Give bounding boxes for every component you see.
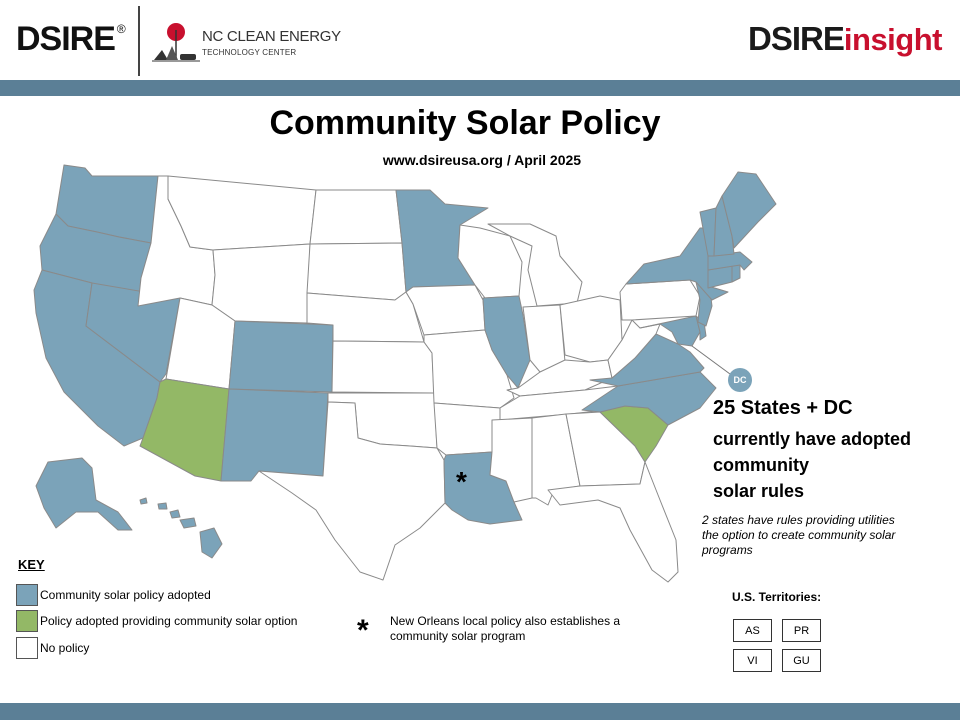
stat-headline: 25 States + DC xyxy=(713,397,853,419)
state-HI[interactable] xyxy=(139,497,223,559)
dc-leader-line xyxy=(691,345,731,375)
header: DSIRE ® NC CLEAN ENERGY TECHNOLOGY CENTER… xyxy=(0,0,960,80)
key-item-none: No policy xyxy=(16,637,89,659)
page-title: Community Solar Policy xyxy=(269,104,661,142)
state-MA[interactable] xyxy=(707,251,753,271)
key-item-adopted: Community solar policy adopted xyxy=(16,584,211,606)
territory-as[interactable]: AS xyxy=(733,619,772,642)
state-OH[interactable] xyxy=(559,295,623,363)
state-ME[interactable] xyxy=(721,171,777,249)
key-swatch-option xyxy=(16,610,38,632)
territory-vi[interactable]: VI xyxy=(733,649,772,672)
nc-clean-energy-logo[interactable]: NC CLEAN ENERGY TECHNOLOGY CENTER xyxy=(152,20,341,64)
state-RI[interactable] xyxy=(731,264,741,283)
stat-note: 2 states have rules providing utilities … xyxy=(702,513,896,557)
footnote-text: New Orleans local policy also establishe… xyxy=(390,614,621,643)
top-band xyxy=(0,80,960,96)
territory-pr[interactable]: PR xyxy=(782,619,821,642)
state-PA[interactable] xyxy=(619,279,701,321)
state-SD[interactable] xyxy=(306,242,407,301)
territories-title: U.S. Territories: xyxy=(732,590,822,604)
state-MT[interactable] xyxy=(167,175,317,251)
bottom-band xyxy=(0,703,960,720)
ncc-logo-line1: NC CLEAN ENERGY xyxy=(202,28,341,45)
ncc-logo-line2: TECHNOLOGY CENTER xyxy=(202,48,297,57)
page-subtitle: www.dsireusa.org / April 2025 xyxy=(382,152,582,168)
states-layer xyxy=(33,164,777,583)
state-NM[interactable] xyxy=(220,388,329,482)
nc-clean-energy-emblem-icon xyxy=(152,23,200,62)
state-AK[interactable] xyxy=(35,457,133,531)
new-orleans-asterisk: * xyxy=(456,466,467,497)
dc-badge[interactable]: DC xyxy=(728,368,752,392)
stat-body: currently have adopted community solar r… xyxy=(713,429,912,501)
state-CO[interactable] xyxy=(228,320,334,393)
dsire-insight-logo[interactable]: DSIREinsight xyxy=(748,20,942,57)
key-item-option: Policy adopted providing community solar… xyxy=(16,610,297,632)
key-swatch-none xyxy=(16,637,38,659)
state-KS[interactable] xyxy=(331,340,435,394)
state-ND[interactable] xyxy=(309,189,403,245)
territory-gu[interactable]: GU xyxy=(782,649,821,672)
state-TX[interactable] xyxy=(258,401,446,581)
dsire-logo[interactable]: DSIRE ® xyxy=(16,20,126,58)
state-WY[interactable] xyxy=(211,243,311,324)
state-FL[interactable] xyxy=(547,461,679,583)
logo-divider xyxy=(138,6,140,76)
key-title: KEY xyxy=(18,557,45,572)
footnote-asterisk: * xyxy=(357,614,369,647)
key-swatch-adopted xyxy=(16,584,38,606)
